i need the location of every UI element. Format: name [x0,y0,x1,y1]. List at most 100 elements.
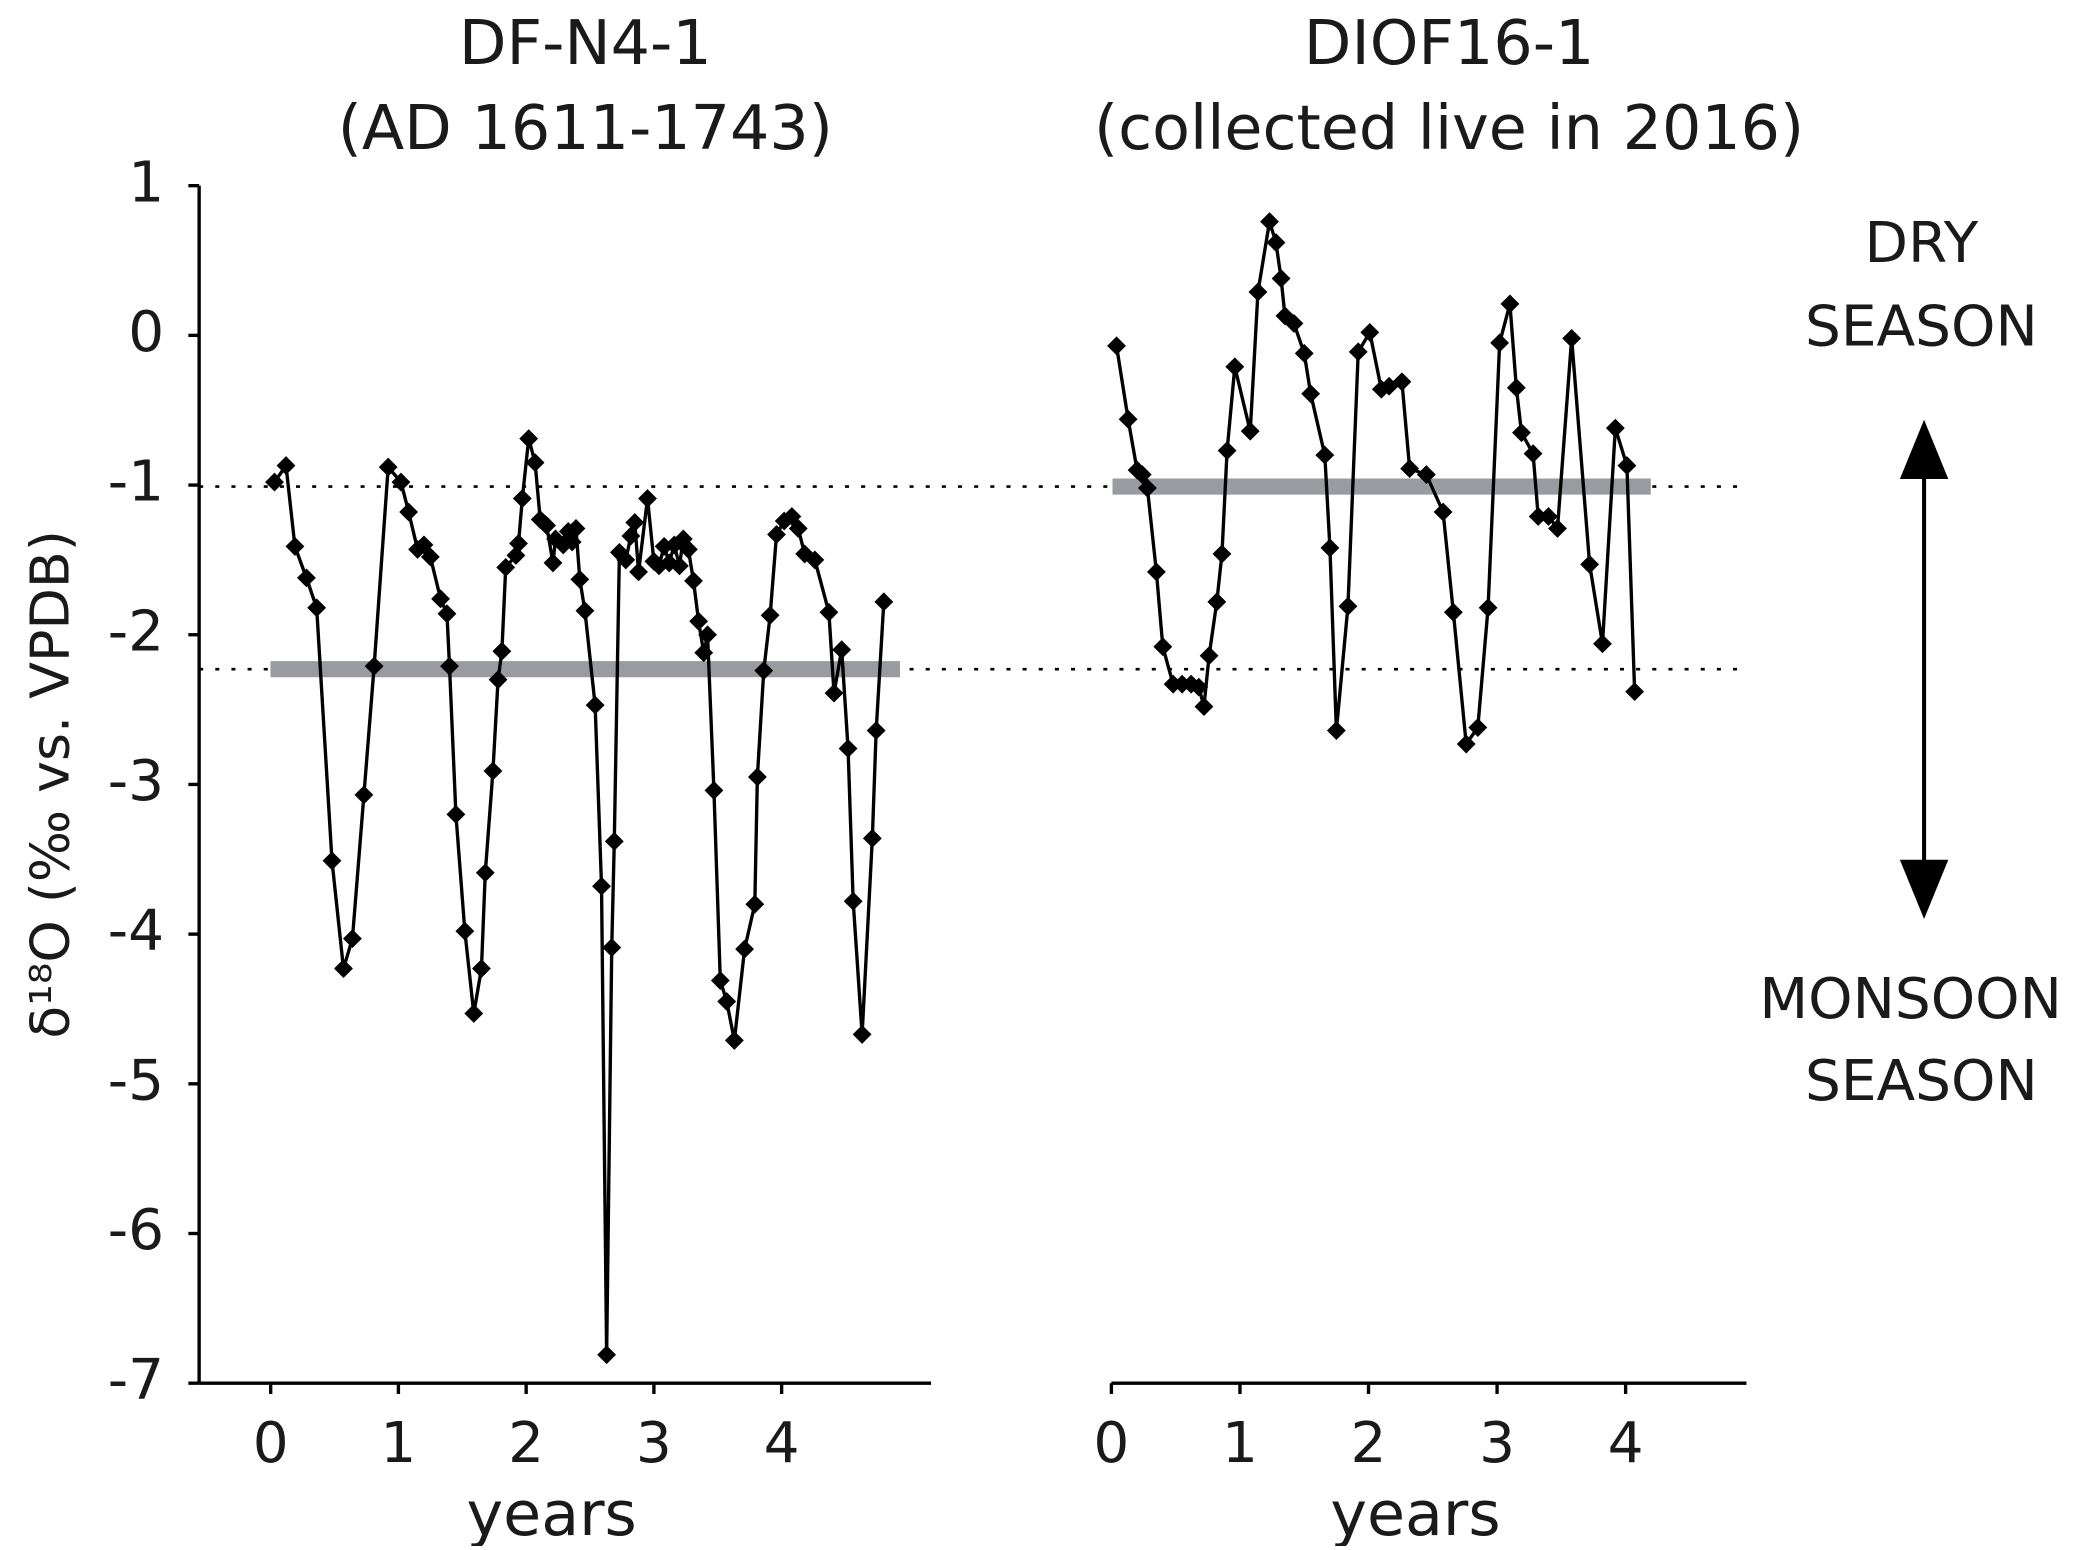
x-tick-label: 2 [1351,1411,1387,1476]
x-tick-label: 0 [1093,1411,1129,1476]
x-tick-label: 2 [508,1411,544,1476]
data-point [512,489,532,508]
chart-title: DF-N4-1 [459,7,712,79]
data-point [678,540,698,559]
data-point [838,739,858,758]
data-point [874,592,894,612]
data-point [1320,538,1340,558]
data-point [378,457,398,477]
data-point [1271,269,1291,288]
data-point [1199,646,1219,666]
data-point [1468,718,1488,737]
data-point [852,1024,872,1044]
data-point [1400,459,1420,479]
data-point [464,1004,484,1023]
data-point [575,601,595,621]
data-point [629,562,648,582]
data-point [1217,441,1237,461]
annotation: SEASON [1805,294,2038,359]
data-point [824,683,844,703]
data-point [1456,734,1476,754]
data-point [1181,674,1201,694]
y-tick-label: -7 [108,1348,164,1413]
x-tick-label: 3 [1479,1411,1515,1476]
data-point [754,661,774,681]
data-point [862,828,882,848]
x-axis-label: years [467,1478,637,1546]
data-point [525,453,545,473]
data-point [475,863,495,883]
data-point [1478,598,1498,618]
data-point [1338,596,1358,616]
data-point [420,547,440,567]
data-point [437,604,457,624]
data-point [1284,313,1304,333]
y-tick-label: 1 [128,150,164,215]
data-point [602,938,622,958]
data-point [483,761,503,781]
data-point [689,611,709,631]
data-point [1416,465,1436,485]
x-tick-label: 0 [253,1411,289,1476]
data-point [760,605,780,625]
data-point [1248,282,1268,302]
data-point [431,589,450,609]
annotation: DRY [1865,211,1979,276]
data-point [1512,423,1531,443]
data-point [334,959,353,978]
data-point [1225,357,1245,377]
data-point [1593,634,1612,654]
data-point [585,695,605,715]
double-arrow [1899,419,1949,919]
data-point [455,921,475,941]
data-point [1348,342,1368,362]
data-point [638,489,657,508]
data-point [604,831,624,851]
data-point [1605,418,1625,438]
data-point [1326,721,1346,740]
data-point [1500,294,1520,314]
data-point [1523,444,1543,464]
data-point [285,537,305,556]
data-point [832,640,852,660]
data-point [745,894,765,914]
data-point [694,643,714,663]
data-point [724,1030,744,1050]
x-tick-label: 3 [636,1411,672,1476]
data-point [543,553,563,573]
data-point [488,670,508,690]
data-point [322,851,342,871]
data-point [1360,322,1380,342]
y-tick-label: -3 [108,749,164,814]
data-point [843,891,863,911]
data-point [472,959,491,978]
data-point [747,767,767,787]
data-point [819,602,839,622]
data-point [307,598,327,618]
y-axis-label: δ¹⁸O (‰ vs. VPDB) [18,530,81,1039]
data-point [1490,333,1510,353]
data-point [1118,409,1138,429]
data-point [1137,478,1157,498]
data-point [1294,343,1314,363]
x-axis-label: years [1330,1478,1500,1546]
data-point [1240,421,1260,441]
data-point [805,550,825,570]
data-point [1266,233,1286,252]
y-tick-label: -5 [108,1048,164,1113]
data-point [1301,384,1321,404]
data-point [1153,637,1173,657]
data-point [735,939,755,959]
chart-subtitle: (collected live in 2016) [1094,92,1804,164]
data-point [1392,372,1412,392]
y-tick-label: -4 [108,899,164,964]
data-point [1625,682,1645,702]
data-point [616,550,636,570]
data-point [621,526,641,546]
data-point [1207,592,1227,612]
x-tick-label: 1 [380,1411,416,1476]
y-tick-label: 0 [128,300,164,365]
data-point [1212,544,1232,564]
data-point [1443,602,1463,622]
